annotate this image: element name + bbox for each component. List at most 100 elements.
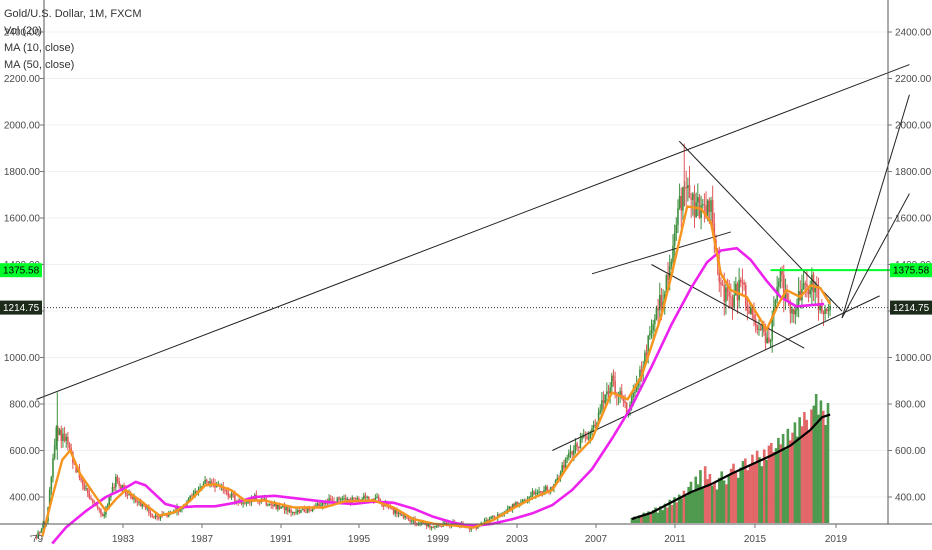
- candle-body: [118, 481, 120, 486]
- candle-body: [316, 503, 319, 506]
- candle-body: [101, 514, 104, 517]
- candle-body: [758, 328, 760, 331]
- trendline[interactable]: [591, 231, 732, 275]
- candle-body: [394, 509, 397, 514]
- candle-body: [83, 485, 86, 490]
- candle-body: [55, 427, 58, 446]
- candle-body: [153, 516, 155, 518]
- candle-body: [444, 522, 446, 524]
- volume-bar: [810, 409, 813, 523]
- volume-bar: [659, 506, 662, 523]
- candle-body: [483, 520, 486, 523]
- candle-body: [358, 498, 360, 501]
- candle-body: [344, 498, 347, 500]
- volume-bar: [732, 463, 735, 523]
- candle-body: [290, 509, 292, 513]
- candle-body: [435, 525, 438, 527]
- candle-body: [377, 496, 380, 501]
- candle-body: [57, 427, 59, 435]
- candle-body: [586, 436, 588, 439]
- candle-body: [181, 508, 183, 510]
- candle-body: [606, 391, 608, 395]
- candle-body: [151, 513, 153, 517]
- candle-body: [98, 507, 101, 510]
- volume-bar: [710, 485, 714, 523]
- candle-body: [50, 477, 53, 490]
- candle-body: [771, 315, 773, 341]
- volume-bar: [668, 499, 672, 523]
- candle-body: [782, 274, 785, 299]
- candle-body: [60, 429, 63, 441]
- candle-body: [720, 282, 722, 285]
- legend-volume[interactable]: Vol (20): [4, 25, 42, 37]
- trendline[interactable]: [841, 94, 910, 319]
- volume-bar: [755, 450, 759, 523]
- price-badge-last-left-label: 1214.75: [3, 303, 40, 314]
- volume-bar: [807, 430, 811, 523]
- candle-body: [561, 465, 564, 473]
- candle-body: [647, 335, 649, 356]
- volume-bar: [765, 459, 768, 523]
- candle-body: [275, 503, 277, 510]
- candle-body: [546, 486, 549, 491]
- candle-body: [318, 503, 320, 507]
- volume-bar: [821, 410, 825, 523]
- trendline[interactable]: [36, 64, 910, 400]
- candle-body: [389, 507, 392, 509]
- volume-bar: [680, 498, 683, 523]
- candle-body: [531, 491, 534, 497]
- candle-body: [108, 497, 111, 506]
- candle-body: [73, 462, 76, 465]
- y-tick-label-right: 1600.00: [895, 214, 932, 225]
- candle-body: [96, 505, 99, 508]
- candle-body: [227, 491, 230, 497]
- candle-body: [668, 265, 671, 281]
- trendline[interactable]: [678, 140, 843, 312]
- candle-body: [822, 311, 825, 314]
- legend-symbol[interactable]: Gold/U.S. Dollar, 1M, FXCM: [4, 8, 142, 20]
- candle-body: [363, 495, 365, 499]
- candle-body: [67, 436, 69, 444]
- candle-body: [179, 509, 182, 512]
- price-badge-resistance-left-label: 1375.58: [3, 266, 40, 277]
- y-tick-label-right: 600.00: [895, 446, 926, 457]
- candle-body: [126, 494, 129, 496]
- trendline[interactable]: [552, 295, 880, 451]
- volume-bar: [795, 436, 799, 523]
- candle-body: [536, 492, 539, 494]
- candle-body: [113, 487, 115, 489]
- candle-body: [695, 202, 697, 218]
- candle-body: [513, 503, 516, 507]
- candle-body: [577, 447, 580, 449]
- candle-body: [86, 488, 89, 494]
- candle-body: [310, 509, 312, 512]
- candle-body: [756, 325, 759, 331]
- candle-body: [81, 480, 84, 486]
- candle-body: [376, 496, 378, 498]
- candle-body: [396, 509, 398, 514]
- candle-body: [825, 308, 828, 311]
- candle-body: [604, 394, 607, 404]
- candle-body: [728, 291, 731, 297]
- volume-bar: [677, 494, 681, 523]
- trendline[interactable]: [841, 193, 910, 319]
- price-badge-last-left-bg: [0, 300, 42, 315]
- y-tick-label-right: 800.00: [895, 400, 926, 411]
- candle-body: [493, 515, 496, 518]
- price-badge-resistance-left: 1375.58: [0, 263, 42, 278]
- grid: [44, 31, 888, 498]
- legend: Gold/U.S. Dollar, 1M, FXCM Vol (20) MA (…: [4, 8, 142, 71]
- candle-body: [592, 424, 595, 429]
- legend-ma-fast[interactable]: MA (10, close): [4, 42, 74, 54]
- moving-averages: [41, 205, 832, 545]
- candle-body: [731, 297, 734, 308]
- candle-body: [37, 532, 39, 538]
- trendline[interactable]: [651, 264, 805, 349]
- legend-ma-slow[interactable]: MA (50, close): [4, 59, 74, 71]
- volume-bar: [654, 507, 657, 523]
- candle-body: [248, 501, 251, 503]
- candle-body: [361, 498, 363, 501]
- candle-body: [391, 508, 393, 510]
- candle-body: [523, 500, 525, 502]
